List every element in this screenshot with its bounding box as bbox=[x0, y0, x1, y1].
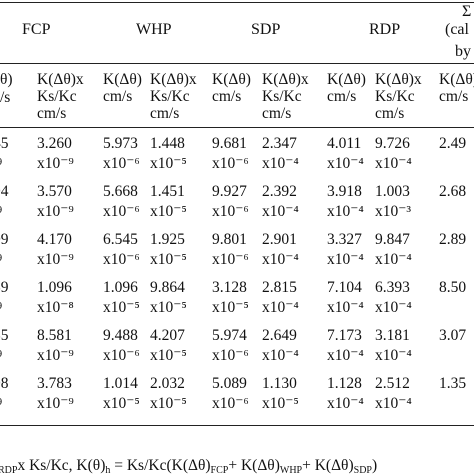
table-cell-partial: 35-9 bbox=[0, 327, 9, 360]
subheader-col-7: K(Δθ)x Ks/Kc cm/s bbox=[375, 71, 422, 122]
header-cal-partial: (cal bbox=[445, 21, 469, 38]
table-cell: 9.927 x10⁻⁶ bbox=[212, 183, 249, 220]
table-cell: 1.014 x10⁻⁵ bbox=[103, 375, 140, 412]
table-cell-partial: 45-9 bbox=[0, 135, 9, 168]
table-cell: 1.128 x10⁻⁴ bbox=[327, 375, 364, 412]
table-cell-partial: 59-9 bbox=[0, 279, 9, 312]
table-cell: 9.681 x10⁻⁶ bbox=[212, 135, 249, 172]
table-cell: 1.448 x10⁻⁵ bbox=[150, 135, 187, 172]
table-cell: 3.260 x10⁻⁹ bbox=[37, 135, 74, 172]
header-group-rdp: RDP bbox=[369, 21, 401, 38]
table-cell: 2.89 bbox=[439, 231, 467, 248]
subheader-rule bbox=[0, 127, 474, 128]
header-sigma: Σ bbox=[462, 3, 472, 20]
header-group-whp: WHP bbox=[136, 21, 172, 38]
table-cell: 8.581 x10⁻⁹ bbox=[37, 327, 74, 364]
table-cell: 3.181 x10⁻⁴ bbox=[375, 327, 412, 364]
table-cell: 9.864 x10⁻⁵ bbox=[150, 279, 187, 316]
table-cell: 9.847 x10⁻⁴ bbox=[375, 231, 412, 268]
table-cell: 2.649 x10⁻⁴ bbox=[262, 327, 299, 364]
header-by-partial: by bbox=[455, 43, 471, 60]
table-cell: 2.815 x10⁻⁴ bbox=[262, 279, 299, 316]
table-cell: 1.096 x10⁻⁸ bbox=[37, 279, 74, 316]
table-cell: 9.801 x10⁻⁶ bbox=[212, 231, 249, 268]
table-cell: 3.570 x10⁻⁹ bbox=[37, 183, 74, 220]
table-cell: 6.393 x10⁻⁴ bbox=[375, 279, 412, 316]
table-cell: 5.973 x10⁻⁶ bbox=[103, 135, 140, 172]
subheader-col-6: K(Δθ) cm/s bbox=[327, 71, 366, 105]
table-cell: 2.512 x10⁻⁴ bbox=[375, 375, 412, 412]
table-top-rule bbox=[0, 2, 474, 3]
table-cell: 3.07 bbox=[439, 327, 467, 344]
subheader-partial: θ) /s bbox=[0, 71, 13, 106]
table-cell-partial: 09-9 bbox=[0, 231, 9, 264]
table-cell: 4.170 x10⁻⁹ bbox=[37, 231, 74, 268]
table-cell: 1.003 x10⁻³ bbox=[375, 183, 412, 220]
header-group-fcp: FCP bbox=[22, 21, 51, 38]
table-cell: 1.451 x10⁻⁵ bbox=[150, 183, 187, 220]
table-bottom-rule bbox=[0, 425, 474, 426]
table-cell: 2.347 x10⁻⁴ bbox=[262, 135, 299, 172]
table-cell: 4.207 x10⁻⁵ bbox=[150, 327, 187, 364]
subheader-col-8: K(Δθ) cm/s bbox=[439, 71, 474, 105]
table-cell-partial: 94-9 bbox=[0, 183, 9, 216]
table-cell: 1.35 bbox=[439, 375, 467, 392]
subheader-col-3: K(Δθ)x Ks/Kc cm/s bbox=[150, 71, 197, 122]
table-cell: 6.545 x10⁻⁶ bbox=[103, 231, 140, 268]
table-cell: 1.130 x10⁻⁵ bbox=[262, 375, 299, 412]
table-cell-partial: 98-9 bbox=[0, 375, 9, 408]
table-cell: 7.104 x10⁻⁴ bbox=[327, 279, 364, 316]
table-cell: 3.327 x10⁻⁴ bbox=[327, 231, 364, 268]
table-cell: 9.488 x10⁻⁶ bbox=[103, 327, 140, 364]
table-cell: 5.974 x10⁻⁶ bbox=[212, 327, 249, 364]
subheader-col-4: K(Δθ) cm/s bbox=[212, 71, 251, 105]
header-rule bbox=[0, 63, 474, 64]
subheader-col-5: K(Δθ)x Ks/Kc cm/s bbox=[262, 71, 309, 122]
table-cell: 8.50 bbox=[439, 279, 467, 296]
table-cell: 2.49 bbox=[439, 135, 467, 152]
subheader-col-1: K(Δθ)x Ks/Kc cm/s bbox=[37, 71, 84, 122]
table-cell: 1.925 x10⁻⁵ bbox=[150, 231, 187, 268]
table-cell: 2.032 x10⁻⁵ bbox=[150, 375, 187, 412]
subheader-col-2: K(Δθ) cm/s bbox=[103, 71, 142, 105]
table-cell: 5.668 x10⁻⁶ bbox=[103, 183, 140, 220]
table-cell: 3.128 x10⁻⁵ bbox=[212, 279, 249, 316]
table-cell: 2.901 x10⁻⁴ bbox=[262, 231, 299, 268]
table-cell: 1.096 x10⁻⁵ bbox=[103, 279, 140, 316]
table-cell: 7.173 x10⁻⁴ bbox=[327, 327, 364, 364]
table-cell: 2.392 x10⁻⁴ bbox=[262, 183, 299, 220]
table-cell: 5.089 x10⁻⁶ bbox=[212, 375, 249, 412]
header-group-sdp: SDP bbox=[251, 21, 281, 38]
footnote: RDPx Ks/Kc, K(θ)h = Ks/Kc(K(Δθ)FCP+ K(Δθ… bbox=[0, 457, 378, 476]
table-cell: 3.783 x10⁻⁹ bbox=[37, 375, 74, 412]
table-cell: 3.918 x10⁻⁴ bbox=[327, 183, 364, 220]
table-cell: 2.68 bbox=[439, 183, 467, 200]
table-cell: 4.011 x10⁻⁴ bbox=[327, 135, 364, 172]
table-cell: 9.726 x10⁻⁴ bbox=[375, 135, 412, 172]
